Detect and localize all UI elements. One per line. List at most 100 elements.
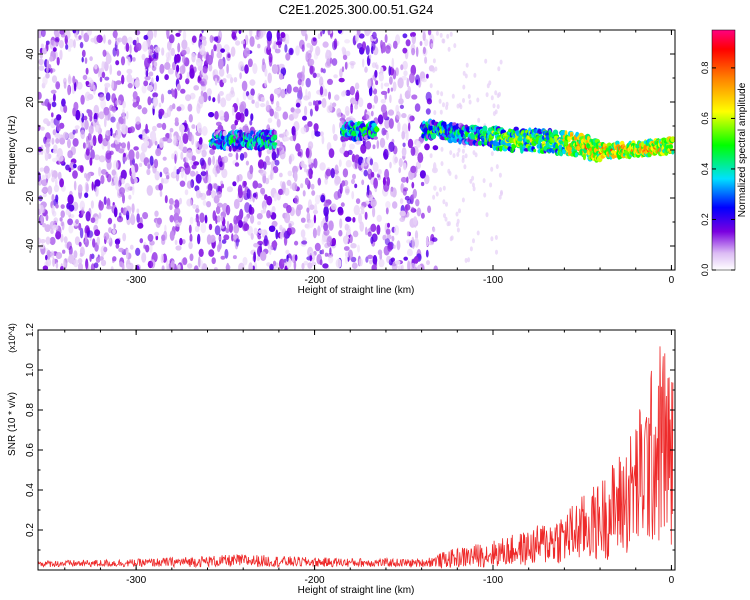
noise-blob: [208, 223, 213, 231]
noise-blob: [134, 30, 141, 36]
noise-blob: [267, 41, 271, 50]
noise-blob: [220, 215, 224, 222]
noise-blob: [327, 78, 333, 85]
noise-blob: [121, 74, 125, 85]
noise-blob: [96, 34, 103, 43]
noise-blob: [126, 248, 129, 260]
noise-blob: [462, 84, 466, 90]
noise-blob: [260, 103, 266, 108]
noise-blob: [309, 108, 313, 117]
noise-blob: [274, 159, 280, 166]
noise-blob: [67, 218, 73, 226]
noise-blob: [471, 182, 475, 188]
noise-blob: [155, 75, 159, 82]
noise-blob: [342, 168, 349, 178]
noise-blob: [200, 171, 207, 177]
noise-blob: [55, 137, 60, 144]
noise-blob: [195, 208, 200, 213]
noise-blob: [173, 88, 178, 99]
noise-blob: [197, 233, 201, 245]
noise-blob: [95, 186, 99, 197]
noise-blob: [101, 61, 105, 72]
noise-blob: [406, 239, 412, 244]
noise-blob: [231, 106, 235, 116]
bottom-y-axis-label: SNR (10 * v/v): [7, 392, 18, 456]
noise-blob: [438, 98, 442, 104]
noise-blob: [248, 58, 253, 68]
noise-blob: [461, 148, 465, 154]
noise-blob: [165, 132, 171, 139]
noise-blob: [343, 246, 350, 251]
noise-blob: [97, 133, 103, 144]
noise-blob: [189, 68, 195, 79]
noise-blob: [59, 49, 63, 60]
noise-blob: [372, 255, 378, 265]
noise-blob: [156, 123, 163, 128]
noise-blob: [453, 43, 457, 49]
signal-blob: [506, 142, 512, 147]
noise-blob: [378, 258, 385, 268]
noise-blob: [339, 68, 343, 78]
noise-blob: [416, 264, 422, 270]
noise-blob: [115, 80, 122, 85]
noise-blob: [314, 131, 321, 137]
noise-blob: [214, 267, 218, 270]
noise-blob: [160, 93, 165, 104]
noise-blob: [82, 142, 86, 149]
noise-blob: [72, 138, 79, 147]
noise-blob: [133, 177, 138, 184]
noise-blob: [292, 86, 299, 93]
x-tick-label: -300: [126, 575, 146, 586]
y-tick-label: -40: [25, 238, 36, 253]
noise-blob: [213, 44, 217, 52]
noise-blob: [313, 158, 318, 169]
noise-blob: [132, 102, 138, 108]
noise-blob: [182, 257, 188, 265]
noise-blob: [249, 164, 254, 175]
noise-blob: [431, 237, 438, 242]
noise-blob: [100, 169, 107, 175]
noise-blob: [216, 191, 222, 199]
noise-blob: [293, 171, 298, 183]
noise-blob: [429, 83, 433, 89]
noise-blob: [272, 260, 277, 267]
noise-blob: [341, 66, 345, 73]
noise-blob: [336, 108, 342, 118]
noise-blob: [232, 255, 237, 260]
noise-blob: [319, 131, 324, 137]
noise-blob: [38, 237, 42, 245]
noise-blob: [177, 216, 183, 223]
noise-blob: [231, 30, 238, 35]
noise-blob: [158, 108, 165, 116]
noise-blob: [111, 106, 117, 113]
noise-blob: [171, 89, 175, 98]
noise-blob: [354, 183, 358, 189]
noise-blob: [410, 206, 415, 213]
noise-blob: [194, 225, 200, 233]
noise-blob: [422, 31, 426, 41]
noise-blob: [180, 151, 184, 160]
noise-blob: [112, 30, 118, 39]
noise-blob: [237, 214, 242, 220]
noise-blob: [144, 75, 151, 81]
noise-blob: [245, 160, 249, 166]
noise-blob: [284, 187, 290, 196]
noise-blob: [286, 179, 292, 186]
noise-blob: [141, 252, 147, 263]
noise-blob: [208, 95, 212, 102]
noise-blob: [63, 77, 67, 85]
noise-blob: [217, 215, 221, 223]
noise-blob: [346, 229, 351, 236]
noise-blob: [63, 259, 66, 270]
noise-blob: [326, 236, 333, 247]
noise-blob: [428, 240, 435, 246]
noise-blob: [73, 259, 79, 268]
noise-blob: [80, 208, 84, 217]
noise-blob: [189, 253, 194, 262]
noise-blob: [492, 103, 496, 109]
noise-blob: [132, 91, 138, 100]
noise-blob: [147, 30, 154, 41]
noise-blob: [208, 249, 215, 257]
noise-blob: [312, 227, 317, 239]
noise-blob: [379, 66, 384, 75]
